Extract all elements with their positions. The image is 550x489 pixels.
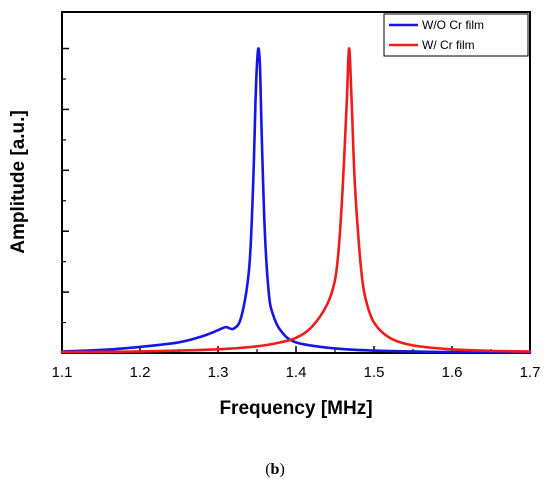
chart: 1.1 1.2 1.3 1.4 1.5 1.6 1.7 Frequency [MHz] Am… (8, 11, 541, 419)
x-tick-label: 1.6 (442, 364, 463, 381)
x-tick-label: 1.4 (286, 364, 307, 381)
series-line-w-o-cr-film (60, 47, 532, 354)
x-tick-label: 1.1 (52, 364, 73, 381)
x-tick-label: 1.2 (130, 364, 151, 381)
plot-frame (61, 11, 531, 354)
x-axis-ticks: 1.1 1.2 1.3 1.4 1.5 1.6 1.7 (52, 346, 541, 381)
x-tick-label: 1.3 (208, 364, 229, 381)
x-axis-title: Frequency [MHz] (219, 398, 372, 419)
x-tick-label: 1.7 (520, 364, 541, 381)
legend: W/O Cr film W/ Cr film (383, 13, 529, 57)
series-line-w-cr-film (60, 47, 532, 354)
caption-label: b (271, 461, 280, 478)
y-axis-ticks (62, 47, 69, 324)
series-layer (60, 47, 532, 354)
y-axis-title: Amplitude [a.u.] (8, 110, 29, 254)
legend-box (383, 13, 529, 57)
legend-label-w-cr-film: W/ Cr film (422, 38, 475, 52)
legend-label-w-o-cr-film: W/O Cr film (422, 18, 484, 32)
x-tick-label: 1.5 (364, 364, 385, 381)
figure-caption: (b) (265, 461, 285, 478)
